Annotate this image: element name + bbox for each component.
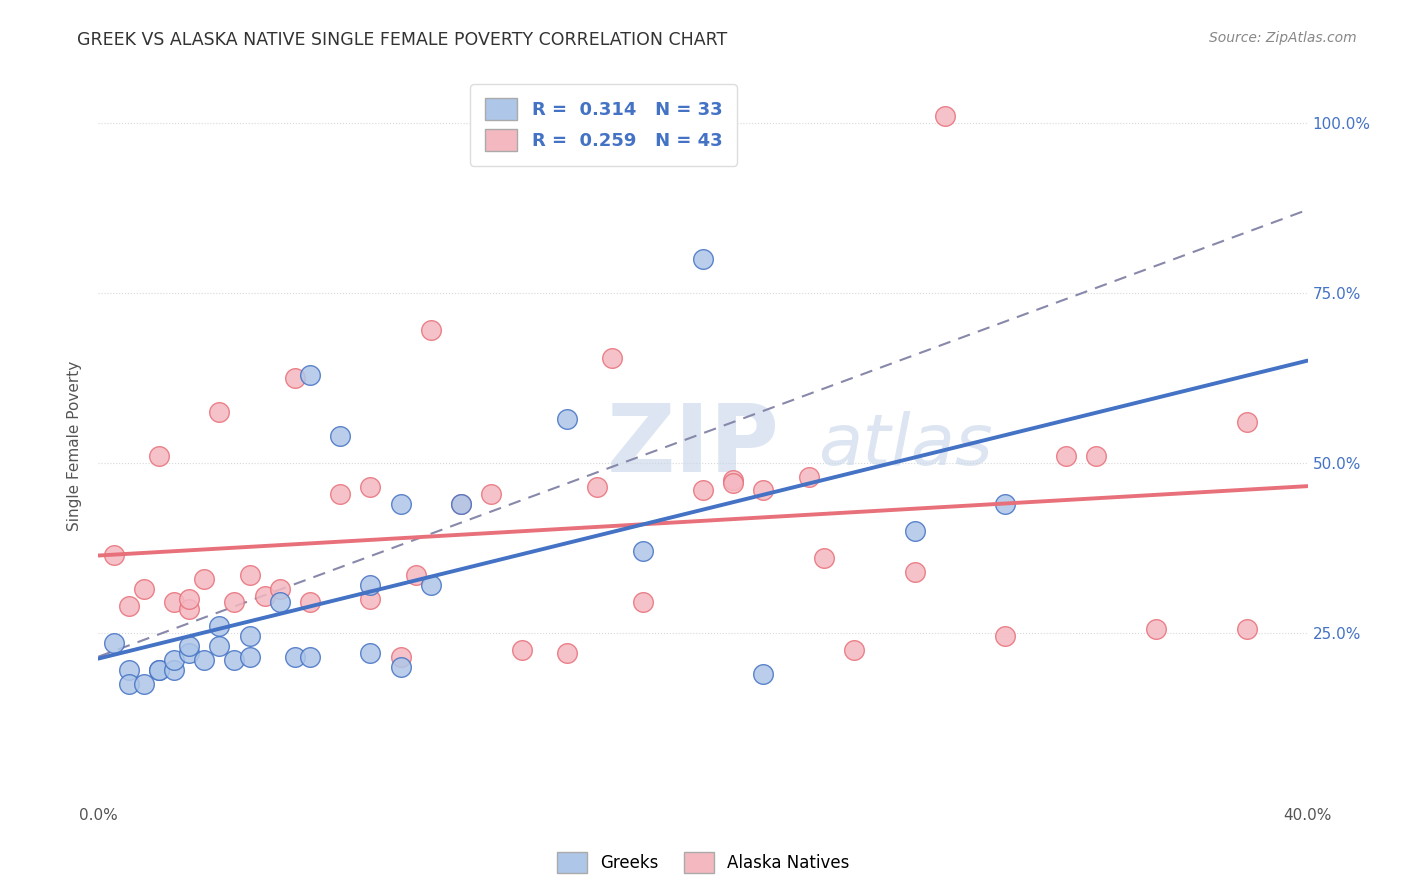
Text: Source: ZipAtlas.com: Source: ZipAtlas.com: [1209, 31, 1357, 45]
Point: [904, 524, 927, 538]
Point: [224, 653, 246, 667]
Point: [299, 368, 322, 382]
Point: [269, 595, 291, 609]
Point: [752, 666, 775, 681]
Point: [179, 591, 201, 606]
Point: [269, 582, 291, 596]
Point: [224, 595, 246, 609]
Point: [1054, 449, 1077, 463]
Point: [389, 649, 412, 664]
Point: [994, 497, 1017, 511]
Point: [148, 663, 170, 677]
Point: [797, 469, 820, 483]
Point: [631, 595, 654, 609]
Point: [420, 323, 443, 337]
Point: [239, 568, 262, 582]
Point: [118, 663, 141, 677]
Point: [118, 599, 141, 613]
Point: [179, 646, 201, 660]
Point: [299, 649, 322, 664]
Point: [148, 663, 170, 677]
Point: [118, 677, 141, 691]
Point: [510, 643, 533, 657]
Point: [284, 371, 307, 385]
Point: [329, 486, 352, 500]
Point: [208, 405, 231, 419]
Point: [389, 660, 412, 674]
Point: [1236, 623, 1258, 637]
Point: [934, 109, 956, 123]
Point: [481, 486, 503, 500]
Point: [405, 568, 427, 582]
Text: GREEK VS ALASKA NATIVE SINGLE FEMALE POVERTY CORRELATION CHART: GREEK VS ALASKA NATIVE SINGLE FEMALE POV…: [77, 31, 727, 49]
Point: [752, 483, 775, 498]
Point: [692, 483, 714, 498]
Point: [193, 653, 215, 667]
Text: ZIP: ZIP: [606, 400, 779, 492]
Point: [1144, 623, 1167, 637]
Point: [132, 582, 155, 596]
Point: [586, 480, 609, 494]
Point: [103, 548, 125, 562]
Point: [284, 649, 307, 664]
Point: [904, 565, 927, 579]
Point: [360, 591, 382, 606]
Point: [631, 544, 654, 558]
Point: [239, 629, 262, 643]
Point: [299, 595, 322, 609]
Point: [555, 646, 578, 660]
Point: [1085, 449, 1108, 463]
Point: [450, 497, 472, 511]
Point: [360, 578, 382, 592]
Point: [253, 589, 276, 603]
Point: [179, 640, 201, 654]
Point: [163, 653, 186, 667]
Point: [1236, 415, 1258, 429]
Point: [179, 602, 201, 616]
Point: [420, 578, 443, 592]
Point: [132, 677, 155, 691]
Point: [208, 619, 231, 633]
Point: [360, 480, 382, 494]
Point: [844, 643, 866, 657]
Point: [994, 629, 1017, 643]
Point: [148, 449, 170, 463]
Point: [555, 412, 578, 426]
Point: [723, 473, 745, 487]
Point: [329, 429, 352, 443]
Y-axis label: Single Female Poverty: Single Female Poverty: [67, 361, 83, 531]
Point: [813, 551, 835, 566]
Point: [163, 663, 186, 677]
Point: [163, 595, 186, 609]
Point: [239, 649, 262, 664]
Point: [103, 636, 125, 650]
Legend: R =  0.314   N = 33, R =  0.259   N = 43: R = 0.314 N = 33, R = 0.259 N = 43: [470, 84, 737, 166]
Point: [360, 646, 382, 660]
Legend: Greeks, Alaska Natives: Greeks, Alaska Natives: [550, 846, 856, 880]
Text: atlas: atlas: [818, 411, 993, 481]
Point: [208, 640, 231, 654]
Point: [450, 497, 472, 511]
Point: [193, 572, 215, 586]
Point: [602, 351, 624, 365]
Point: [389, 497, 412, 511]
Point: [692, 252, 714, 266]
Point: [723, 476, 745, 491]
